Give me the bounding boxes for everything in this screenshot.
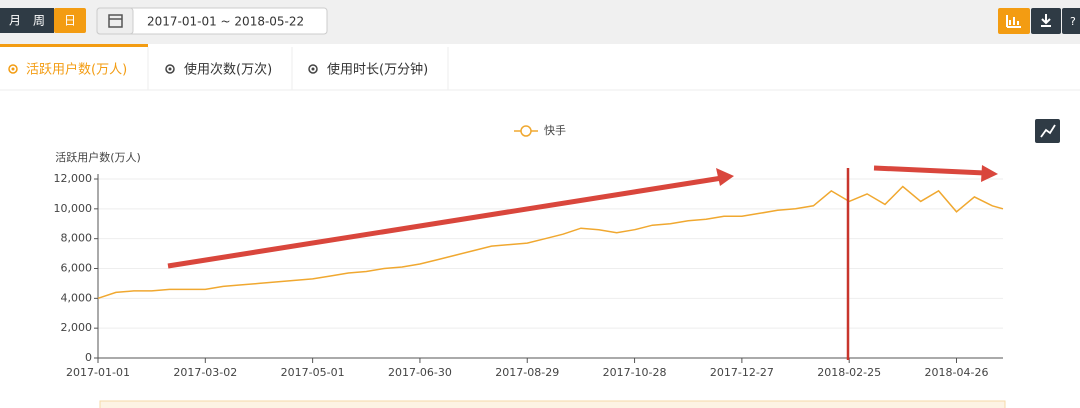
period-label: 日 [64, 14, 76, 28]
tab-active-border [0, 44, 148, 47]
x-tick-label: 2017-12-27 [710, 366, 774, 379]
y-tick-label: 4,000 [61, 291, 93, 304]
tab-icon [168, 67, 172, 71]
tab-icon [308, 64, 318, 74]
line-icon [1040, 124, 1056, 138]
y-axis-title: 活跃用户数(万人) [55, 150, 141, 164]
tab-icon [165, 64, 175, 74]
line-series [97, 185, 1004, 300]
tab-icon [11, 67, 15, 71]
tab-label[interactable]: 使用时长(万分钟) [327, 62, 428, 78]
y-tick-label: 12,000 [54, 172, 93, 185]
annotation-arrowhead [981, 165, 998, 182]
y-tick-label: 8,000 [61, 232, 93, 245]
tab-label[interactable]: 使用次数(万次) [184, 62, 272, 78]
annotation-arrow [167, 175, 723, 269]
period-label: 周 [33, 14, 45, 28]
x-tick-label: 2017-05-01 [281, 366, 345, 379]
y-tick-label: 10,000 [54, 202, 93, 215]
x-tick-label: 2018-04-26 [925, 366, 989, 379]
period-button-active[interactable] [54, 8, 86, 33]
legend-label: 快手 [544, 123, 566, 137]
y-tick-label: 6,000 [61, 262, 93, 275]
tab-icon [8, 64, 18, 74]
x-tick-label: 2017-10-28 [603, 366, 667, 379]
legend-marker [520, 125, 532, 137]
x-tick-label: 2017-03-02 [173, 366, 237, 379]
plot: 0 2,000 4,000 6,000 8,000 10,000 12,000 2017-01… [54, 123, 1004, 379]
period-button[interactable] [0, 8, 26, 33]
chart-icon [1006, 15, 1021, 28]
help-button[interactable] [1062, 8, 1080, 34]
calendar-icon [108, 14, 123, 28]
info-strip [99, 400, 1006, 408]
x-tick-label: 2017-08-29 [495, 366, 559, 379]
tab-label-active[interactable]: 活跃用户数(万人) [26, 62, 127, 78]
x-tick-label: 2017-01-01 [66, 366, 130, 379]
annotation-arrowhead [716, 168, 734, 186]
y-tick-label: 0 [85, 351, 92, 364]
x-tick-label: 2018-02-25 [817, 366, 881, 379]
period-label: 月 [9, 14, 21, 28]
download-icon [1041, 14, 1051, 27]
calendar-button[interactable] [96, 7, 134, 35]
annotation-arrow [873, 165, 986, 176]
date-range-text: 2017-01-01 ~ 2018-05-22 [147, 15, 304, 29]
period-button[interactable] [26, 8, 54, 33]
help-label: ? [1070, 15, 1076, 28]
y-tick-label: 2,000 [61, 321, 93, 334]
tab-icon [311, 67, 315, 71]
x-tick-label: 2017-06-30 [388, 366, 452, 379]
